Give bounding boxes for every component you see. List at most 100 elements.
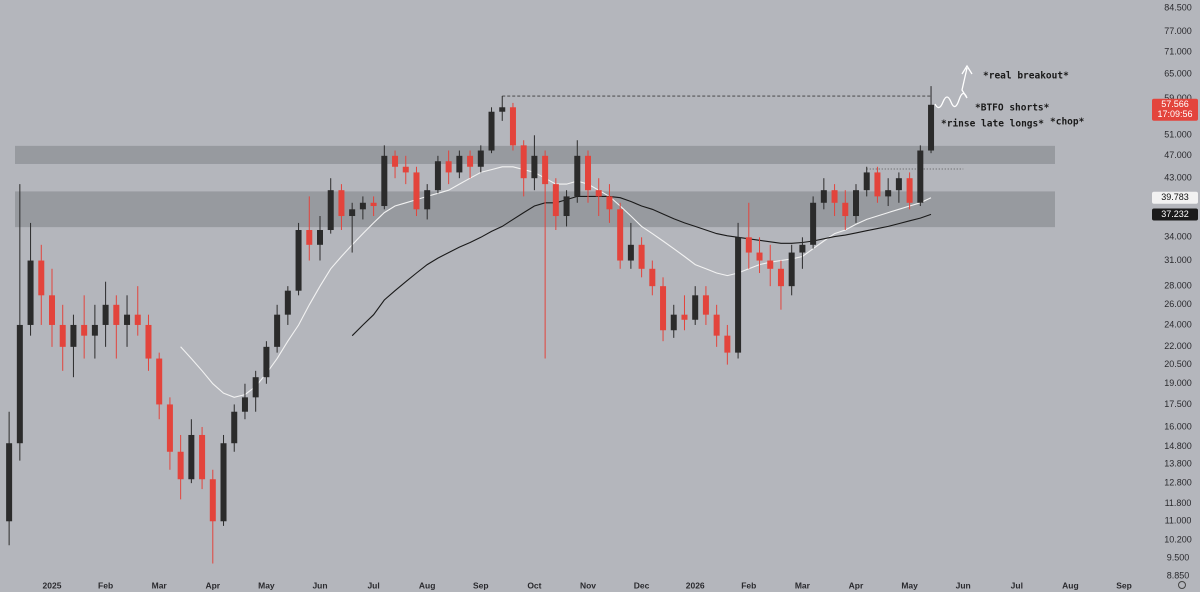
candle-body xyxy=(434,161,441,191)
candle-body xyxy=(520,145,527,179)
candle-body xyxy=(349,209,356,217)
candle-body xyxy=(295,230,302,291)
annotation: *real breakout* xyxy=(983,71,1069,82)
candle-body xyxy=(552,184,559,217)
candle-body xyxy=(338,190,345,217)
y-tick-label: 65.000 xyxy=(1164,69,1192,79)
candle-body xyxy=(6,443,13,522)
price-zone xyxy=(15,145,1055,164)
candle-body xyxy=(49,295,55,325)
candle-body xyxy=(156,358,163,405)
y-tick-label: 59.000 xyxy=(1164,93,1192,103)
countdown: 17:09:56 xyxy=(1157,109,1192,119)
x-tick-label: Jun xyxy=(956,580,971,590)
y-tick-label: 77.000 xyxy=(1164,26,1192,36)
candle-body xyxy=(649,268,656,287)
candle-body xyxy=(359,202,366,210)
candle-body xyxy=(617,209,624,261)
x-tick-label: Sep xyxy=(473,580,489,590)
candle-body xyxy=(263,346,270,378)
y-tick-label: 11.800 xyxy=(1165,498,1192,508)
candle-body xyxy=(638,244,645,269)
y-tick-label: 9.500 xyxy=(1167,553,1190,563)
y-tick-label: 12.800 xyxy=(1164,478,1192,488)
candle-body xyxy=(928,104,935,151)
y-tick-label: 17.500 xyxy=(1164,399,1192,409)
annotation: *BTFO shorts* xyxy=(975,103,1050,114)
x-tick-label: Nov xyxy=(580,580,596,590)
candle-body xyxy=(509,107,516,146)
settings-icon[interactable] xyxy=(1178,581,1186,589)
y-tick-label: 51.000 xyxy=(1164,130,1192,140)
ma-tag xyxy=(1152,208,1198,221)
candle-body xyxy=(692,295,699,320)
candle-body xyxy=(456,155,463,173)
x-tick-label: May xyxy=(901,580,918,590)
y-tick-label: 43.000 xyxy=(1164,173,1192,183)
candle-body xyxy=(574,155,581,197)
x-tick-label: Oct xyxy=(527,580,541,590)
candle-body xyxy=(199,434,206,480)
candle-body xyxy=(241,397,248,412)
candle-body xyxy=(188,434,195,480)
x-tick-label: Apr xyxy=(205,580,220,590)
x-tick-label: 2025 xyxy=(43,580,62,590)
x-tick-label: Sep xyxy=(1116,580,1132,590)
y-tick-label: 26.000 xyxy=(1164,299,1192,309)
candle-body xyxy=(542,155,549,185)
candle-body xyxy=(488,111,495,151)
candle-body xyxy=(413,172,420,210)
candle-body xyxy=(177,451,184,480)
y-tick-label: 20.500 xyxy=(1164,359,1192,369)
y-tick-label: 13.800 xyxy=(1164,459,1192,469)
x-tick-label: Mar xyxy=(795,580,811,590)
candle-body xyxy=(59,324,66,347)
candle-body xyxy=(134,314,141,325)
x-tick-label: Aug xyxy=(419,580,436,590)
candle-body xyxy=(820,190,827,203)
y-tick-label: 22.000 xyxy=(1164,341,1192,351)
candle-body xyxy=(306,230,313,245)
y-tick-label: 19.000 xyxy=(1164,378,1192,388)
ma-value: 37.232 xyxy=(1161,209,1189,219)
x-tick-label: Apr xyxy=(849,580,864,590)
candle-body xyxy=(402,166,409,173)
y-tick-label: 24.000 xyxy=(1164,319,1192,329)
candle-body xyxy=(563,196,570,217)
annotation: *rinse late longs* xyxy=(941,119,1044,130)
y-tick-label: 14.800 xyxy=(1164,441,1192,451)
last-price: 57.566 xyxy=(1161,99,1189,109)
y-tick-label: 10.200 xyxy=(1164,535,1192,545)
candle-body xyxy=(906,178,913,203)
candle-body xyxy=(113,304,120,325)
candle-body xyxy=(724,335,731,353)
candle-body xyxy=(831,190,838,203)
candle-body xyxy=(145,324,152,359)
candle-body xyxy=(102,304,109,325)
y-tick-label: 11.000 xyxy=(1165,516,1192,526)
y-tick-label: 71.000 xyxy=(1164,46,1192,56)
y-tick-label: 31.000 xyxy=(1164,255,1192,265)
candle-body xyxy=(231,411,238,444)
moving-average xyxy=(351,195,932,337)
candle-body xyxy=(81,324,88,336)
candle-body xyxy=(392,155,399,167)
candle-body xyxy=(799,244,806,253)
annotation: *chop* xyxy=(1050,117,1085,128)
y-tick-label: 28.000 xyxy=(1164,281,1192,291)
candle-body xyxy=(660,286,667,331)
candle-body xyxy=(445,161,452,173)
candle-body xyxy=(27,260,34,325)
candle-body xyxy=(777,268,784,287)
candle-body xyxy=(124,314,131,325)
candle-body xyxy=(681,314,688,320)
candle-body xyxy=(585,155,591,191)
candle-body xyxy=(767,260,774,269)
x-tick-label: Mar xyxy=(152,580,168,590)
candle-body xyxy=(788,252,795,287)
candle-body xyxy=(756,252,763,261)
y-tick-label: 84.500 xyxy=(1164,3,1192,13)
candle-body xyxy=(317,230,323,245)
x-tick-label: 2026 xyxy=(686,580,705,590)
